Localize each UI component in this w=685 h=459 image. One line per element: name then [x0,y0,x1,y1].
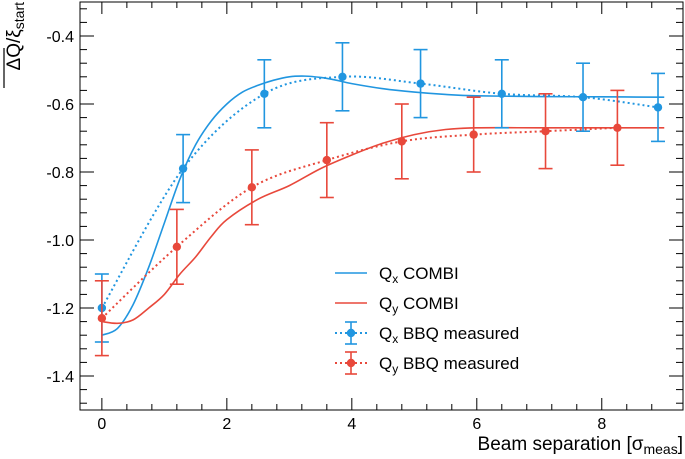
legend-label-sub: y [392,362,398,376]
x-tick-label: 0 [97,416,106,433]
y-tick-label: -0.8 [46,165,74,182]
plot-frame [79,1,684,411]
data-point [247,183,257,192]
legend-label-main: Q [379,324,392,343]
legend-item-qx-combi: Qx COMBI [335,264,459,286]
legend-label-main: Q [379,264,392,283]
legend-marker [346,358,356,368]
x-tick-label: 6 [472,416,481,433]
legend-label-rest: BBQ measured [398,324,519,343]
data-point [397,137,407,146]
data-point [97,314,107,323]
x-axis-title: Beam separation [σmeas] [478,434,683,457]
legend-label-rest: COMBI [398,264,458,283]
x-tick-label: 8 [597,416,606,433]
legend-label-main: Q [379,294,392,313]
data-point [613,123,622,132]
legend-item-qx-bbq: Qx BBQ measured [335,321,519,346]
data-point [469,130,478,139]
legend-label: Qy BBQ measured [379,354,519,376]
data-point [178,164,188,173]
data-point [172,242,182,251]
x-tick-label: 2 [222,416,231,433]
series-qy-bbq [94,89,625,357]
legend-marker [346,328,356,338]
y-tick-label: -0.6 [46,97,74,114]
data-point [541,127,550,136]
y-tick-label: -1.4 [46,369,74,386]
legend-label-sub: x [392,272,398,286]
y-axis-title: ΔQ/ξstart [4,2,27,71]
y-tick-label: -1.2 [46,301,74,318]
data-point [578,93,588,102]
axis-layer [79,1,684,411]
data-point [260,89,269,99]
y-tick-label: -1.0 [46,233,74,250]
data-point [322,155,332,165]
data-point [338,72,347,82]
x-tick-label: 4 [347,416,356,433]
legend-label: Qx COMBI [379,264,459,286]
data-point [416,79,425,88]
series-line-qy-bbq [101,126,618,319]
y-tick-label: -0.4 [46,29,74,46]
legend-label-sub: y [392,302,398,316]
series-qx-combi [101,75,665,336]
legend-label-rest: COMBI [398,294,458,313]
legend-label: Qx BBQ measured [379,324,519,346]
data-point [653,103,663,112]
legend-label-sub: x [392,332,398,346]
series-qx-bbq [94,41,666,343]
legend-label-rest: BBQ measured [398,354,519,373]
legend-item-qy-bbq: Qy BBQ measured [335,351,519,376]
legend-label: Qy COMBI [379,294,459,316]
legend-item-qy-combi: Qy COMBI [335,294,459,316]
data-point [497,89,506,99]
series-layer [94,41,666,357]
series-line-qx-combi [101,75,665,336]
legend-label-main: Q [379,354,392,373]
ticks-layer: 0 2 4 6 8 -1.4 -1.2 -1.0 -0.8 -0.6 -0.4 [46,2,683,433]
